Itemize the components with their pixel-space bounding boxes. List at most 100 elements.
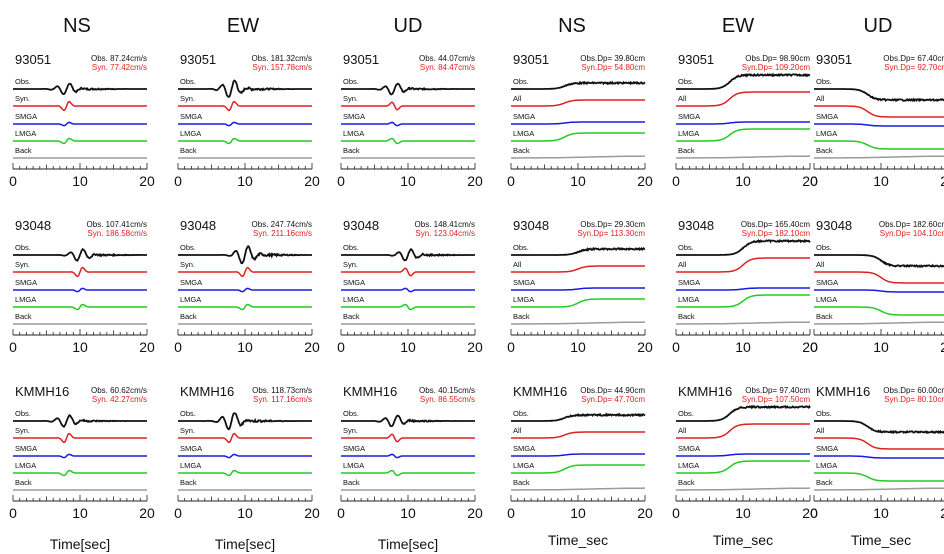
peak-obs-value: Obs.Dp= 44.90cm: [580, 386, 645, 395]
peak-obs-value: Obs.Dp= 165.40cm: [741, 220, 810, 229]
x-tick-label: 20: [637, 173, 653, 189]
trace-back: [814, 487, 944, 491]
x-tick-label: 0: [337, 339, 345, 355]
station-label: 93048: [816, 218, 852, 233]
trace-syn: [814, 105, 944, 118]
x-tick-label: 10: [873, 505, 889, 521]
trace-back: [511, 155, 645, 159]
peak-obs-value: Obs.Dp= 67.40cm: [883, 54, 944, 63]
trace-label-lmga: LMGA: [180, 461, 201, 470]
x-tick-label: 0: [507, 505, 515, 521]
trace-syn: [511, 265, 645, 273]
trace-label-back: Back: [816, 146, 833, 155]
trace-label-smga: SMGA: [816, 112, 838, 121]
trace-label-back: Back: [343, 478, 360, 487]
peak-syn-value: Syn.Dp= 92.70cm: [884, 63, 944, 72]
x-tick-label: 20: [802, 339, 818, 355]
x-axis-title: Time_sec: [713, 532, 773, 548]
station-label: 93048: [513, 218, 549, 233]
trace-lmga: [13, 469, 147, 477]
trace-back: [676, 487, 810, 491]
trace-label-smga: SMGA: [678, 112, 700, 121]
trace-smga: [511, 121, 645, 125]
trace-label-back: Back: [15, 146, 32, 155]
station-label: KMMH16: [816, 384, 870, 399]
trace-obs: [676, 238, 811, 256]
station-label: KMMH16: [180, 384, 234, 399]
trace-lmga: [178, 469, 312, 477]
trace-label-lmga: LMGA: [816, 129, 837, 138]
trace-obs: [178, 412, 312, 431]
trace-label-all: All: [816, 260, 825, 269]
trace-lmga: [341, 303, 475, 311]
station-label: KMMH16: [343, 384, 397, 399]
header-ns-velocity: NS: [63, 15, 91, 37]
peak-syn-value: Syn.Dp= 107.50cm: [742, 395, 811, 404]
x-tick-label: 0: [507, 339, 515, 355]
trace-syn: [511, 431, 645, 439]
trace-label-lmga: LMGA: [15, 295, 36, 304]
peak-syn-value: Syn. 211.16cm/s: [253, 229, 312, 238]
x-tick-label: 10: [237, 173, 253, 189]
trace-label-smga: SMGA: [678, 278, 700, 287]
x-tick-label: 10: [400, 505, 416, 521]
trace-label-smga: SMGA: [343, 278, 365, 287]
trace-smga: [814, 455, 944, 459]
trace-label-lmga: LMGA: [15, 461, 36, 470]
trace-label-back: Back: [180, 312, 197, 321]
x-tick-label: 0: [810, 505, 818, 521]
x-axis-title: Time[sec]: [50, 536, 110, 552]
trace-label-all: All: [513, 426, 522, 435]
x-tick-label: 20: [940, 505, 944, 521]
peak-obs-value: Obs. 44.07cm/s: [419, 54, 475, 63]
trace-label-obs: Obs.: [180, 77, 196, 86]
trace-smga: [13, 121, 147, 127]
trace-label-syn: Syn.: [15, 94, 30, 103]
trace-label-obs: Obs.: [513, 77, 529, 86]
peak-syn-value: Syn. 123.04cm/s: [415, 229, 475, 238]
trace-smga: [178, 453, 312, 459]
trace-label-syn: Syn.: [343, 426, 358, 435]
trace-label-back: Back: [678, 146, 695, 155]
x-axis-title: Time_sec: [548, 532, 608, 548]
station-label: KMMH16: [678, 384, 732, 399]
peak-obs-value: Obs.Dp= 98.90cm: [745, 54, 810, 63]
x-tick-label: 10: [237, 505, 253, 521]
trace-label-obs: Obs.: [343, 243, 359, 252]
trace-syn: [676, 423, 810, 439]
trace-label-obs: Obs.: [678, 77, 694, 86]
x-tick-label: 20: [467, 173, 483, 189]
trace-syn: [814, 271, 944, 284]
x-tick-label: 10: [72, 173, 88, 189]
trace-label-all: All: [816, 94, 825, 103]
trace-obs: [511, 80, 646, 90]
peak-obs-value: Obs. 60.62cm/s: [91, 386, 147, 395]
trace-lmga: [341, 469, 475, 477]
x-tick-label: 10: [570, 339, 586, 355]
trace-syn: [13, 266, 147, 278]
station-label: 93051: [180, 52, 216, 67]
trace-label-obs: Obs.: [343, 77, 359, 86]
trace-label-smga: SMGA: [343, 112, 365, 121]
header-ud-velocity: UD: [394, 15, 423, 37]
peak-syn-value: Syn. 42.27cm/s: [92, 395, 147, 404]
trace-lmga: [814, 140, 944, 150]
trace-smga: [814, 289, 944, 293]
x-tick-label: 0: [9, 339, 17, 355]
x-tick-label: 0: [9, 173, 17, 189]
peak-syn-value: Syn.Dp= 47.70cm: [581, 395, 645, 404]
trace-label-obs: Obs.: [816, 243, 832, 252]
trace-lmga: [814, 472, 944, 482]
station-label: 93051: [678, 52, 714, 67]
peak-obs-value: Obs.Dp= 29.30cm: [580, 220, 645, 229]
station-label: 93048: [15, 218, 51, 233]
trace-obs: [814, 254, 944, 268]
peak-syn-value: Syn. 117.16cm/s: [253, 395, 312, 404]
trace-back: [676, 155, 810, 159]
trace-label-all: All: [678, 260, 687, 269]
